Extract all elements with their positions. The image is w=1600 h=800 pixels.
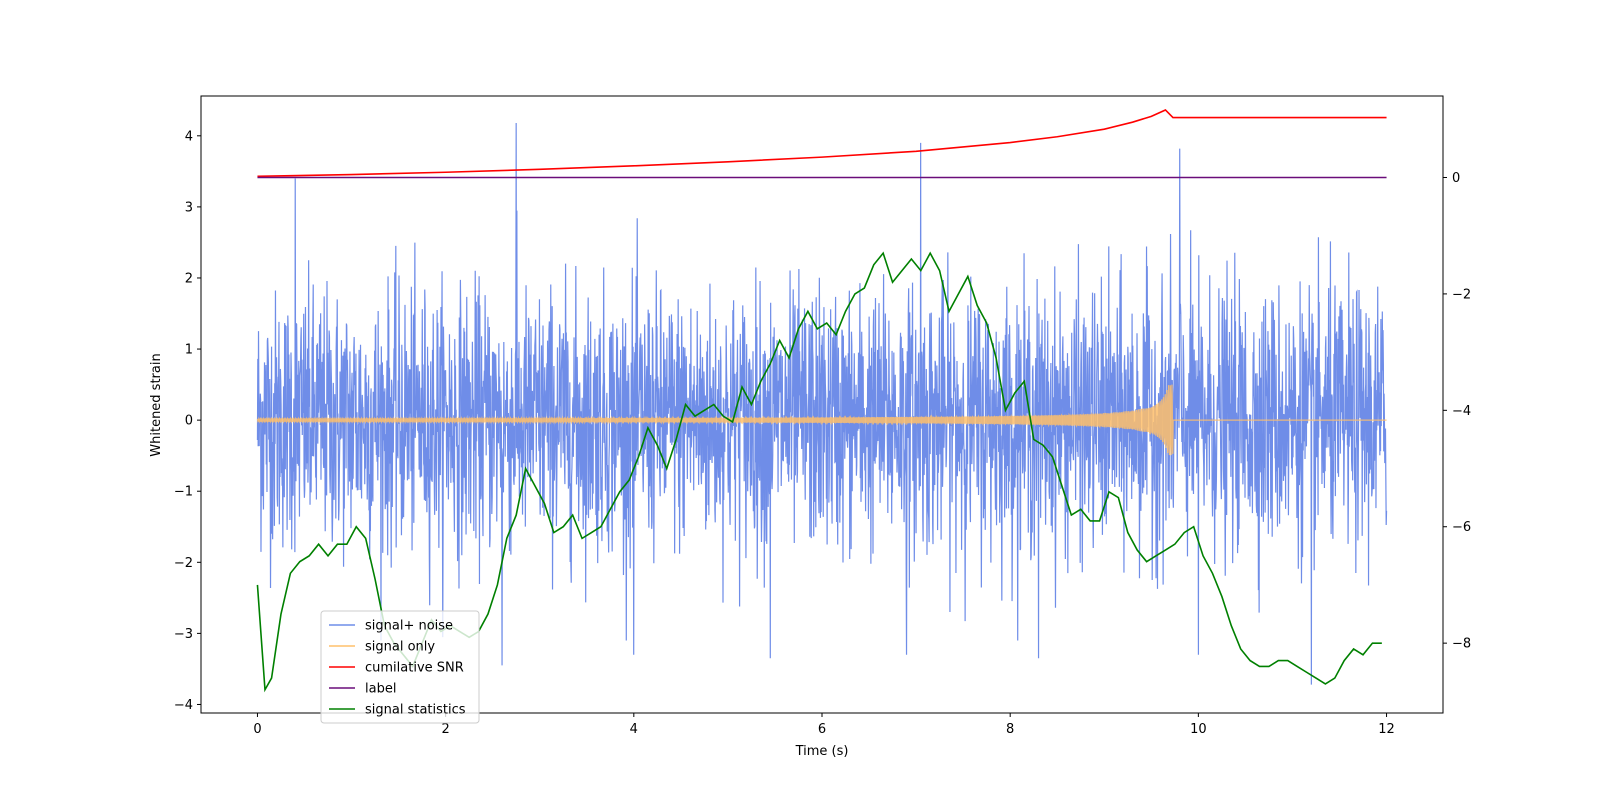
x-tick-label: 0 [253,722,261,737]
y-tick-label: 2 [185,271,193,286]
y2-tick-label: −4 [1452,404,1471,419]
y-tick-label: −2 [174,556,193,571]
x-tick-label: 8 [1006,722,1014,737]
y-axis-label: Whitened strain [149,353,164,456]
y2-tick-label: −8 [1452,637,1471,652]
y2-tick-label: 0 [1452,171,1460,186]
y-axis-right: −8 −6 −4 −2 0 [1443,171,1471,652]
y-tick-label: −4 [174,698,193,713]
x-tick-label: 2 [441,722,449,737]
x-tick-label: 6 [818,722,826,737]
x-axis-label: Time (s) [795,744,849,759]
x-tick-label: 12 [1378,722,1395,737]
series-signal-only [256,384,1387,456]
y-axis-left: −4 −3 −2 −1 0 1 2 3 4 [174,129,201,713]
y-tick-label: −1 [174,485,193,500]
series-cumulative-snr [257,109,1387,178]
x-tick-label: 10 [1190,722,1207,737]
y-tick-label: −3 [174,627,193,642]
legend-box [320,610,480,724]
x-axis: 0 2 4 6 8 10 12 [253,713,1395,737]
y-tick-label: 1 [185,343,193,358]
y2-tick-label: −6 [1452,520,1471,535]
legend-label: signal only [365,640,435,655]
y-tick-label: 4 [185,129,193,144]
y-tick-label: 3 [185,200,193,215]
plot-area [256,109,1388,693]
series-signal-noise [256,123,1388,685]
legend-label: signal statistics [365,703,466,718]
y-tick-label: 0 [185,414,193,429]
x-tick-label: 4 [630,722,638,737]
y2-tick-label: −2 [1452,287,1471,302]
legend-label: cumilative SNR [365,661,464,676]
legend-label: signal+ noise [365,619,453,634]
legend: signal+ noise signal only cumilative SNR la… [320,610,480,724]
legend-label: label [365,682,396,697]
